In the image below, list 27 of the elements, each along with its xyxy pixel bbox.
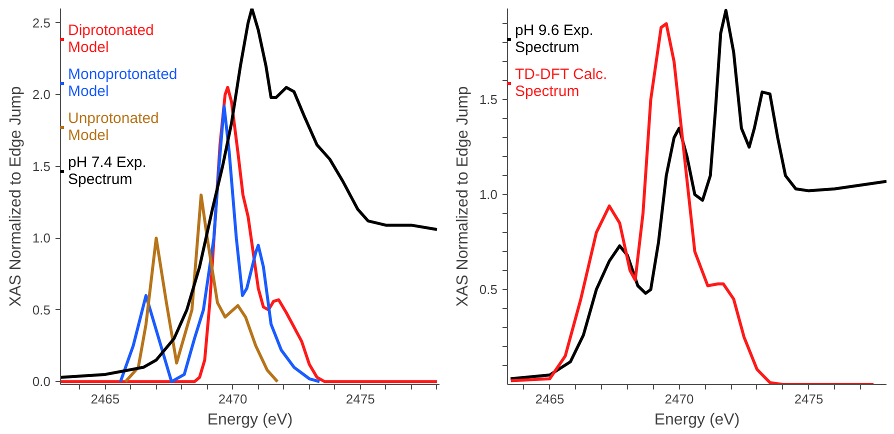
x-axis-title: Energy (eV): [207, 412, 293, 428]
y-tick-label: 0.0: [32, 374, 51, 390]
y-tick-label: 2.5: [32, 15, 51, 30]
x-tick-label: 2475: [794, 392, 824, 406]
x-tick-label: 2475: [346, 392, 375, 406]
y-tick-label: 1.5: [479, 92, 498, 108]
x-tick-label: 2465: [535, 392, 564, 406]
text: Diprotonated Model: [68, 22, 154, 56]
text: Monoprotonated Model: [68, 66, 178, 100]
x-tick-label: 2470: [664, 392, 694, 406]
x-tick-label: 2470: [218, 392, 248, 406]
x-axis-title: Energy (eV): [654, 412, 740, 428]
y-tick-label: 0.5: [479, 282, 498, 298]
x-tick-label: 2465: [90, 392, 120, 406]
y-tick-label: 0.5: [32, 302, 51, 318]
y-tick-label: 1.0: [479, 187, 498, 202]
y-tick-label: 2.0: [32, 87, 51, 102]
y-axis-title: XAS Normalized to Edge Jump: [454, 86, 472, 307]
text: Unprotonated Model: [68, 110, 159, 144]
text: pH 7.4 Exp. Spectrum: [68, 154, 146, 188]
line-series: [124, 194, 279, 384]
line-series: [60, 8, 438, 379]
y-tick-label: 1.0: [32, 230, 51, 246]
y-axis-title: XAS Normalized to Edge Jump: [7, 86, 24, 307]
text: TD-DFT Calc. Spectrum: [515, 66, 608, 100]
y-tick-label: 1.5: [32, 158, 51, 174]
text: pH 9.6 Exp. Spectrum: [515, 22, 594, 56]
